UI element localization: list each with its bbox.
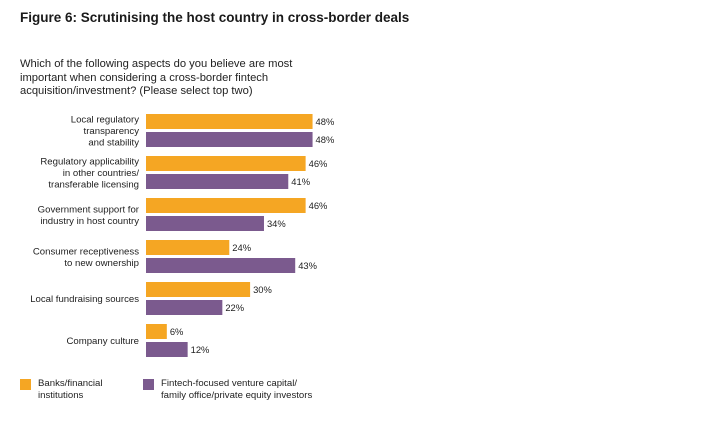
category-label-line: Consumer receptiveness [33, 246, 139, 257]
bar-fintech-investors [146, 300, 223, 315]
legend-label-fintech-investors: Fintech-focused venture capital/ family … [161, 378, 312, 401]
data-label: 12% [191, 344, 210, 355]
legend-swatch-banks [20, 379, 31, 390]
legend-swatch-fintech-investors [143, 379, 154, 390]
category-label: Local regulatory transparency and stabilit… [71, 115, 139, 149]
bar-fintech-investors [146, 132, 313, 147]
legend-line: Banks/financial [38, 378, 103, 389]
survey-question: Which of the following aspects do you be… [20, 58, 350, 99]
data-label: 34% [267, 218, 286, 229]
data-label: 30% [253, 284, 272, 295]
data-label: 46% [309, 200, 328, 211]
category-label: Consumer receptiveness to new ownership [33, 246, 139, 269]
question-line: acquisition/investment? (Please select t… [20, 85, 253, 97]
data-label: 6% [170, 326, 184, 337]
data-label: 22% [225, 302, 244, 313]
bar-banks [146, 324, 167, 339]
bar-fintech-investors [146, 216, 264, 231]
bar-banks [146, 240, 230, 255]
category-label-line: industry in host country [40, 216, 139, 227]
data-label: 24% [232, 242, 251, 253]
legend-label-banks: Banks/financial institutions [38, 378, 103, 401]
data-label: 46% [309, 158, 328, 169]
category-label-line: Local fundraising sources [30, 294, 139, 305]
category-label: Company culture [66, 336, 139, 347]
bar-fintech-investors [146, 258, 296, 273]
bar-fintech-investors [146, 174, 289, 189]
question-line: important when considering a cross-borde… [20, 71, 269, 84]
bar-banks [146, 114, 313, 129]
category-label-line: transparency [84, 126, 140, 137]
figure-title: Figure 6: Scrutinising the host country … [20, 10, 410, 25]
category-label-line: to new ownership [64, 258, 139, 269]
category-label-line: and stability [88, 138, 139, 149]
category-label: Government support for industry in host c… [38, 204, 140, 227]
category-label-line: in other countries/ [63, 168, 140, 179]
category-label-line: Local regulatory [71, 115, 139, 126]
category-label-line: transferable licensing [48, 180, 139, 191]
data-label: 43% [298, 260, 317, 271]
category-label: Local fundraising sources [30, 294, 139, 305]
category-label-line: Company culture [66, 336, 139, 347]
data-label: 41% [291, 176, 310, 187]
data-label: 48% [316, 134, 335, 145]
bar-banks [146, 282, 251, 297]
category-label-line: Regulatory applicability [40, 157, 139, 168]
question-line: Which of the following aspects do you be… [20, 58, 293, 70]
legend-line: institutions [38, 389, 84, 401]
legend-line: Fintech-focused venture capital/ [161, 378, 297, 389]
category-label-line: Government support for [38, 204, 140, 215]
bar-banks [146, 156, 306, 171]
bar-fintech-investors [146, 342, 188, 357]
category-label: Regulatory applicability in other countri… [40, 157, 139, 191]
bar-banks [146, 198, 306, 213]
data-label: 48% [316, 116, 335, 127]
legend-line: family office/private equity investors [161, 389, 313, 401]
